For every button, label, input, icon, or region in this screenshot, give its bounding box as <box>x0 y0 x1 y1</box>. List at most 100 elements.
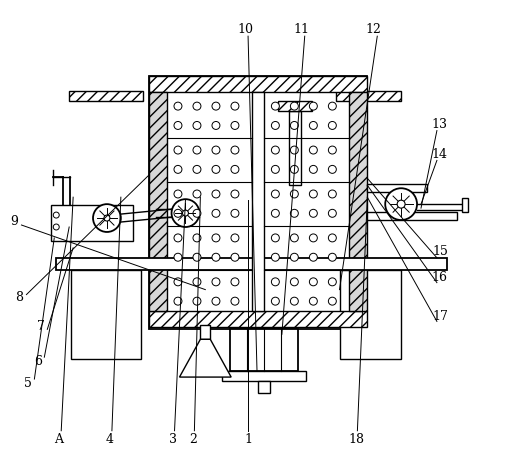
Text: 12: 12 <box>365 23 381 36</box>
Circle shape <box>271 297 279 305</box>
Circle shape <box>291 122 298 129</box>
Circle shape <box>193 190 201 198</box>
Circle shape <box>328 122 336 129</box>
Circle shape <box>328 190 336 198</box>
Circle shape <box>171 199 199 227</box>
Text: 10: 10 <box>237 23 253 36</box>
Circle shape <box>328 253 336 261</box>
Circle shape <box>271 102 279 110</box>
Circle shape <box>328 146 336 154</box>
Text: 7: 7 <box>37 320 45 333</box>
Bar <box>200 326 210 339</box>
Circle shape <box>309 190 318 198</box>
Circle shape <box>309 253 318 261</box>
Circle shape <box>231 278 239 286</box>
Circle shape <box>193 102 201 110</box>
Circle shape <box>174 102 182 110</box>
Circle shape <box>212 297 220 305</box>
Circle shape <box>291 253 298 261</box>
Circle shape <box>193 209 201 217</box>
Circle shape <box>174 209 182 217</box>
Circle shape <box>212 165 220 173</box>
Circle shape <box>271 190 279 198</box>
Text: 8: 8 <box>16 291 23 304</box>
Circle shape <box>309 297 318 305</box>
Text: A: A <box>54 433 63 446</box>
Text: 16: 16 <box>432 271 448 284</box>
Text: 2: 2 <box>190 433 197 446</box>
Polygon shape <box>180 339 231 377</box>
Circle shape <box>193 253 201 261</box>
Circle shape <box>212 253 220 261</box>
Circle shape <box>193 278 201 286</box>
Text: 3: 3 <box>168 433 177 446</box>
Circle shape <box>291 102 298 110</box>
Text: 18: 18 <box>349 433 364 446</box>
Circle shape <box>271 278 279 286</box>
Circle shape <box>309 122 318 129</box>
Text: 5: 5 <box>24 376 32 390</box>
Circle shape <box>174 297 182 305</box>
Circle shape <box>328 165 336 173</box>
Circle shape <box>309 102 318 110</box>
Circle shape <box>271 234 279 242</box>
Text: 9: 9 <box>10 215 19 227</box>
Bar <box>149 76 367 329</box>
Circle shape <box>53 212 59 218</box>
Bar <box>252 92 264 311</box>
Circle shape <box>328 278 336 286</box>
Circle shape <box>193 165 201 173</box>
Circle shape <box>104 215 110 221</box>
Circle shape <box>291 297 298 305</box>
Circle shape <box>291 234 298 242</box>
Bar <box>336 91 401 101</box>
Text: 13: 13 <box>432 118 448 131</box>
Circle shape <box>193 297 201 305</box>
Circle shape <box>328 234 336 242</box>
Bar <box>339 270 401 359</box>
Circle shape <box>193 146 201 154</box>
Bar <box>69 91 143 101</box>
Circle shape <box>309 146 318 154</box>
Text: 14: 14 <box>432 148 448 161</box>
Circle shape <box>212 122 220 129</box>
Bar <box>56 258 447 270</box>
Circle shape <box>309 234 318 242</box>
Circle shape <box>231 234 239 242</box>
Bar <box>230 329 298 371</box>
Bar <box>289 111 301 185</box>
Bar <box>149 92 167 311</box>
Circle shape <box>212 190 220 198</box>
Circle shape <box>212 278 220 286</box>
Circle shape <box>193 122 201 129</box>
Circle shape <box>328 209 336 217</box>
Text: 11: 11 <box>294 23 310 36</box>
Circle shape <box>397 200 405 208</box>
Bar <box>222 371 306 381</box>
Circle shape <box>271 253 279 261</box>
Circle shape <box>271 165 279 173</box>
Text: 17: 17 <box>432 310 448 323</box>
Circle shape <box>309 278 318 286</box>
Circle shape <box>174 234 182 242</box>
Circle shape <box>328 102 336 110</box>
Circle shape <box>212 234 220 242</box>
Circle shape <box>174 165 182 173</box>
Circle shape <box>174 146 182 154</box>
Circle shape <box>385 188 417 220</box>
Circle shape <box>309 165 318 173</box>
Bar <box>367 212 457 220</box>
Bar <box>350 92 367 311</box>
Circle shape <box>271 209 279 217</box>
Circle shape <box>53 224 59 230</box>
Circle shape <box>271 146 279 154</box>
Circle shape <box>212 102 220 110</box>
Bar <box>51 205 133 241</box>
Text: 6: 6 <box>34 355 42 368</box>
Bar <box>367 184 427 192</box>
Circle shape <box>309 209 318 217</box>
Circle shape <box>271 122 279 129</box>
Bar <box>258 381 270 393</box>
Text: 15: 15 <box>432 245 448 258</box>
Text: 1: 1 <box>244 433 252 446</box>
